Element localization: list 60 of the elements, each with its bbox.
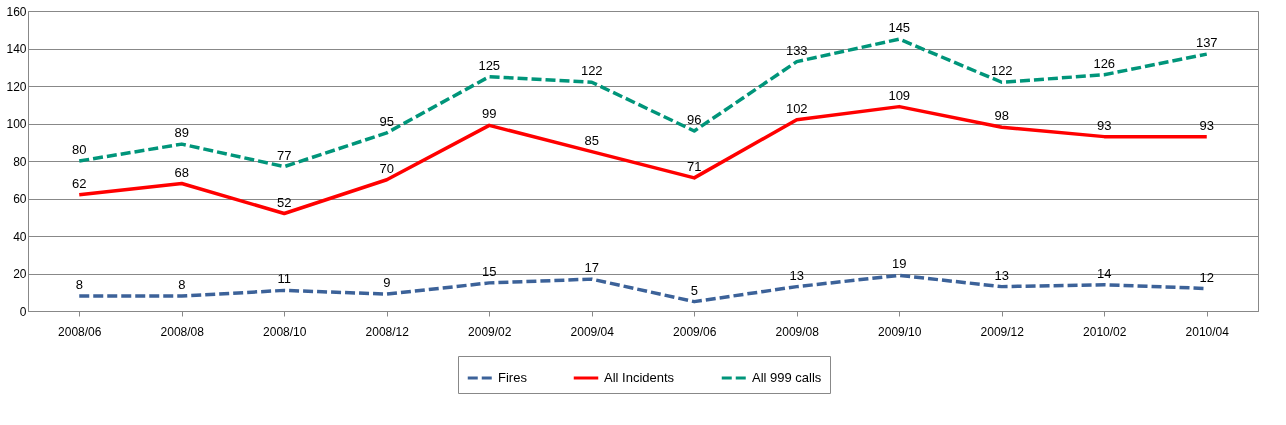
data-label: 52 [277,194,292,210]
data-label: 68 [174,164,189,180]
data-label: 19 [892,256,907,272]
legend-label: All Incidents [604,370,675,385]
y-tick-label: 60 [13,192,27,206]
data-label: 8 [178,277,186,292]
data-label: 8 [75,277,83,292]
y-tick-label: 140 [6,42,27,56]
data-label: 93 [1097,117,1112,133]
x-tick-label: 2008/08 [160,324,205,339]
x-tick-label: 2009/08 [775,324,820,339]
x-tick-label: 2009/12 [980,324,1025,339]
y-tick-label: 80 [13,154,27,169]
data-label: 70 [379,160,394,176]
x-tick-label: 2008/12 [365,324,410,339]
data-label: 77 [277,147,292,163]
y-tick-label: 20 [13,267,27,281]
x-tick-label: 2009/04 [570,324,615,339]
data-label: 71 [687,158,702,174]
data-label: 9 [383,275,391,291]
data-label: 137 [1195,35,1218,51]
data-label: 11 [277,271,291,287]
data-label: 95 [379,113,394,129]
data-label: 62 [72,175,87,191]
data-label: 85 [584,132,599,148]
legend-label: All 999 calls [752,370,822,385]
data-label: 122 [580,63,603,79]
y-tick-label: 0 [19,304,27,319]
legend-label: Fires [498,370,528,385]
data-label: 15 [482,263,497,279]
y-tick-label: 120 [6,79,27,94]
data-label: 133 [785,42,808,58]
data-label: 98 [994,108,1009,124]
x-tick-label: 2010/02 [1083,324,1127,339]
data-label: 17 [584,260,599,276]
y-tick-label: 160 [6,4,27,19]
data-label: 5 [690,282,698,298]
x-tick-label: 2009/10 [878,324,922,339]
data-label: 89 [174,125,189,141]
x-tick-label: 2009/06 [673,324,717,339]
data-label: 13 [994,267,1009,283]
data-label: 93 [1199,117,1214,133]
data-label: 80 [72,142,87,157]
data-label: 109 [888,87,911,103]
x-tick-label: 2009/02 [468,324,512,339]
x-tick-label: 2008/06 [58,324,102,339]
data-label: 145 [888,20,911,36]
data-label: 13 [789,267,804,283]
data-label: 126 [1093,55,1116,71]
data-label: 96 [687,112,702,127]
x-tick-label: 2010/04 [1185,324,1230,339]
data-label: 125 [478,57,501,73]
data-label: 122 [990,63,1013,79]
data-label: 99 [482,106,497,122]
x-tick-label: 2008/10 [263,324,307,339]
data-label: 14 [1097,265,1112,281]
y-tick-label: 40 [13,229,27,244]
data-label: 12 [1199,269,1214,285]
data-label: 102 [785,100,808,116]
y-tick-label: 100 [6,117,27,131]
